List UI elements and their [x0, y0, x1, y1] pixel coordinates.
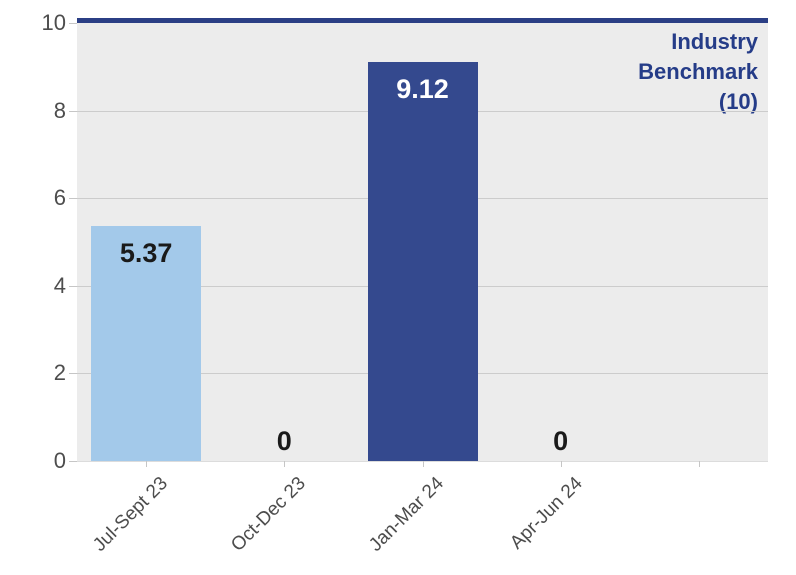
y-axis-tick-label-10: 10 — [41, 10, 66, 35]
x-axis-tick-0 — [146, 461, 148, 467]
bar-jul-sept-23: 5.37 — [91, 225, 202, 461]
benchmark-label: Industry Benchmark (10) — [638, 27, 758, 117]
bar-value-label-oct-dec-23: 0 — [276, 426, 292, 456]
y-axis-tick-label-4: 4 — [53, 272, 66, 298]
y-axis-tick-2 — [69, 373, 77, 375]
y-axis-tick-6 — [69, 198, 77, 200]
y-axis-tick-label-6: 6 — [53, 185, 66, 211]
y-axis-tick-4 — [69, 285, 77, 287]
plot-area: Industry Benchmark (10) 5.37 0 9.12 0 — [77, 18, 768, 462]
x-axis-label-jul-sept-23: Jul-Sept 23 — [89, 473, 172, 556]
x-axis-tick-4 — [698, 461, 700, 467]
y-axis-tick-label-2: 2 — [53, 360, 66, 386]
y-axis-tick-label-8: 8 — [53, 97, 66, 123]
benchmark-label-line-1: Industry — [671, 29, 758, 54]
benchmark-line — [77, 18, 768, 23]
bar-value-label-apr-jun-24: 0 — [553, 426, 569, 456]
y-axis-tick-label-0: 0 — [53, 448, 66, 473]
bar-jan-mar-24: 9.12 — [367, 61, 478, 461]
benchmark-label-line-2: Benchmark — [638, 59, 758, 84]
x-axis-tick-2 — [422, 461, 424, 467]
y-axis-tick-0 — [69, 461, 77, 462]
benchmark-label-line-3: (10) — [718, 89, 758, 114]
bar-value-label-jul-sept-23: 5.37 — [119, 237, 173, 268]
x-axis-label-jan-mar-24: Jan-Mar 24 — [365, 473, 449, 556]
x-axis-label-apr-jun-24: Apr-Jun 24 — [505, 473, 587, 554]
bar-value-label-jan-mar-24: 9.12 — [396, 73, 449, 104]
x-axis-tick-1 — [284, 461, 286, 467]
y-axis-tick-8 — [69, 110, 77, 112]
y-axis-tick-10 — [69, 23, 77, 24]
x-axis-label-oct-dec-23: Oct-Dec 23 — [227, 473, 311, 556]
x-axis-tick-3 — [560, 461, 562, 467]
